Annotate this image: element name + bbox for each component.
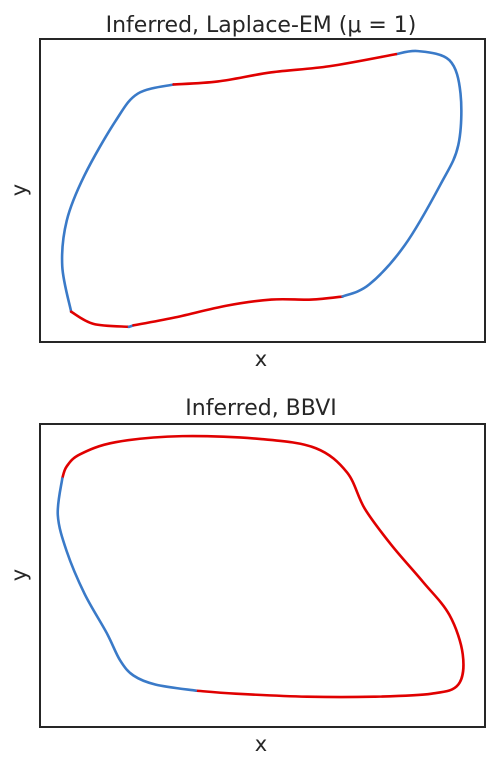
y-axis-label: y	[7, 184, 31, 196]
axes-frame	[39, 423, 486, 728]
trajectory-segment	[60, 434, 465, 699]
trajectory-segment	[69, 310, 131, 329]
trajectory-segment	[341, 49, 463, 298]
x-axis-label: x	[255, 347, 267, 371]
chart-title: Inferred, BBVI	[185, 396, 336, 421]
panel-laplace-em: Inferred, Laplace-EM (μ = 1) x y	[7, 13, 486, 371]
chart-title: Inferred, Laplace-EM (μ = 1)	[106, 13, 417, 38]
y-axis-label: y	[7, 569, 31, 581]
trajectory-segment	[60, 83, 175, 313]
plot-area	[56, 434, 465, 699]
x-axis-label: x	[255, 732, 267, 756]
axes-frame	[39, 38, 486, 343]
panel-bbvi: Inferred, BBVI x y	[7, 396, 486, 756]
trajectory-segment	[132, 295, 344, 327]
plot-area	[60, 49, 463, 329]
trajectory-segment	[172, 52, 398, 86]
trajectory-segment	[56, 477, 198, 692]
